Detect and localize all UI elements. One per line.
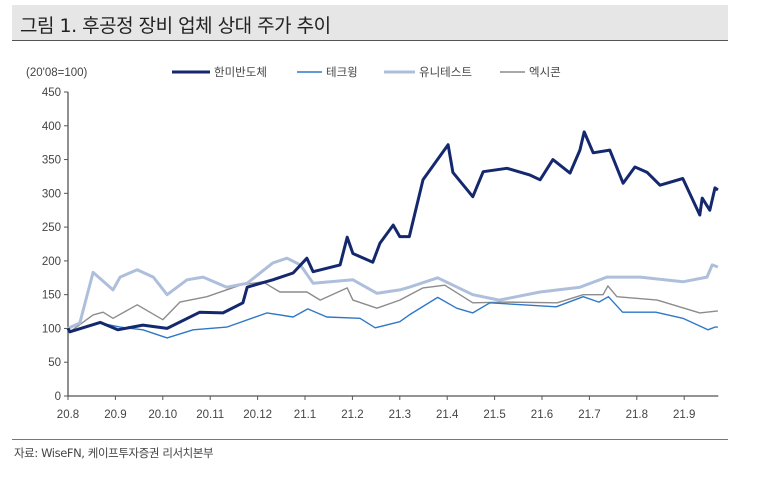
x-tick-label: 21.4 bbox=[436, 409, 459, 421]
series-line-3 bbox=[67, 281, 718, 333]
footer-divider bbox=[12, 439, 728, 440]
source-note: 자료: WiseFN, 케이프투자증권 리서치본부 bbox=[14, 446, 214, 460]
x-tick-label: 21.7 bbox=[578, 409, 600, 421]
legend: 한미반도체 테크윙 유니테스트 엑시콘 bbox=[172, 65, 561, 79]
x-tick-label: 20.11 bbox=[196, 409, 224, 421]
legend-label-3: 엑시콘 bbox=[529, 65, 561, 79]
y-tick-label: 300 bbox=[42, 188, 61, 200]
legend-label-2: 유니테스트 bbox=[419, 65, 472, 79]
title-bar: 그림 1. 후공정 장비 업체 상대 주가 추이 bbox=[12, 5, 728, 41]
axes: 0 50 100 150 200 250 300 350 400 450 20.8 20.9 20.10… bbox=[42, 87, 719, 421]
series-line-1 bbox=[67, 296, 718, 339]
y-tick-label: 50 bbox=[48, 357, 61, 369]
x-tick-label: 20.9 bbox=[104, 409, 126, 421]
x-tick-label: 20.10 bbox=[148, 409, 177, 421]
y-tick-label: 150 bbox=[42, 290, 61, 302]
x-tick-label: 21.5 bbox=[483, 409, 505, 421]
x-tick-label: 20.8 bbox=[57, 409, 79, 421]
x-tick-label: 21.9 bbox=[673, 409, 695, 421]
y-tick-label: 350 bbox=[42, 155, 61, 167]
legend-label-0: 한미반도체 bbox=[214, 65, 267, 79]
x-tick-label: 21.6 bbox=[531, 409, 553, 421]
y-tick-label: 250 bbox=[42, 222, 61, 234]
y-tick-label: 400 bbox=[42, 121, 61, 133]
x-tick-label: 20.12 bbox=[243, 409, 272, 421]
chart-title: 그림 1. 후공정 장비 업체 상대 주가 추이 bbox=[20, 15, 331, 37]
x-tick-label: 21.8 bbox=[626, 409, 648, 421]
unit-label: (20'08=100) bbox=[26, 67, 88, 79]
y-tick-label: 450 bbox=[42, 87, 61, 99]
x-tick-label: 21.3 bbox=[389, 409, 411, 421]
y-tick-label: 100 bbox=[42, 323, 61, 335]
x-tick-label: 21.2 bbox=[341, 409, 363, 421]
series-line-2 bbox=[67, 256, 719, 330]
series-line-0 bbox=[66, 130, 719, 334]
y-tick-label: 200 bbox=[42, 256, 61, 268]
y-tick-label: 0 bbox=[55, 391, 61, 403]
x-tick-label: 21.1 bbox=[294, 409, 316, 421]
series-group bbox=[66, 130, 719, 339]
legend-label-1: 테크윙 bbox=[326, 65, 358, 79]
